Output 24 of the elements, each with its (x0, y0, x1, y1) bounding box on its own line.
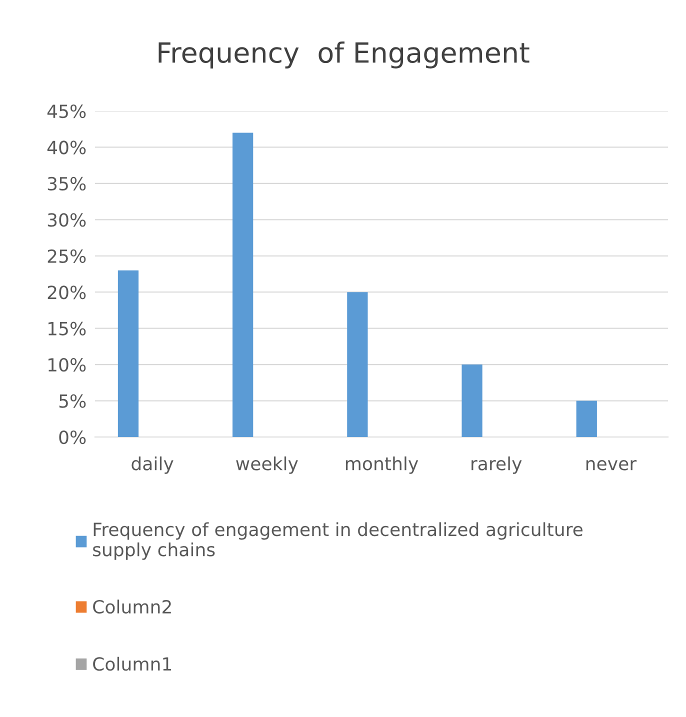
x-tick-label: daily (132, 456, 174, 474)
legend-label: Frequency of engagement in decentralized agriculture supply chains (93, 522, 583, 560)
y-tick-label: 35% (48, 176, 86, 191)
y-tick-label: 45% (47, 104, 86, 118)
y-tick-label: 15% (48, 322, 86, 336)
y-tick-label: 30% (48, 213, 86, 227)
legend-label: Column1 (93, 656, 172, 671)
bar (462, 364, 482, 437)
bar (347, 292, 368, 437)
x-tick-label: monthly (346, 456, 418, 474)
legend-label: Column2 (93, 600, 171, 614)
y-tick-label: 40% (47, 140, 86, 154)
x-tick-label: weekly (236, 456, 298, 474)
x-tick-label: never (586, 460, 637, 470)
bar (232, 132, 254, 437)
x-tick-label: rarely (472, 456, 522, 474)
y-tick-label: 10% (48, 358, 86, 372)
bar (118, 270, 139, 437)
y-tick-label: 5% (59, 394, 86, 408)
y-tick-label: 20% (48, 286, 86, 300)
bar (576, 400, 597, 437)
y-tick-label: 0% (59, 430, 86, 444)
chart-title: Frequency of Engagement (158, 42, 530, 68)
y-tick-label: 25% (48, 249, 86, 264)
